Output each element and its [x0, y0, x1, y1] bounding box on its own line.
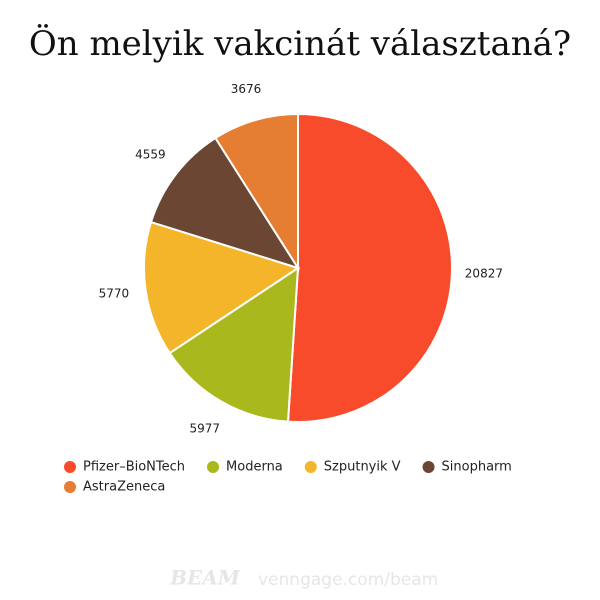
legend-label: Pfizer–BioNTech	[83, 460, 185, 475]
data-label: 5770	[99, 287, 130, 301]
legend-label: Sinopharm	[442, 460, 512, 475]
pie-slice	[168, 266, 300, 423]
legend-marker	[64, 461, 76, 473]
data-label: 4559	[135, 147, 166, 161]
legend-marker	[304, 461, 317, 473]
legend-marker	[64, 481, 76, 493]
chart-title: Ön melyik vakcinát választaná?	[29, 23, 571, 64]
data-label: 20827	[465, 267, 503, 281]
data-label: 3676	[231, 82, 262, 96]
pie-slice	[286, 112, 453, 423]
legend-marker	[422, 461, 435, 473]
footer-url: venngage.com/beam	[258, 570, 438, 590]
legend-label: Moderna	[226, 460, 283, 475]
legend-marker	[207, 461, 220, 473]
data-label: 5977	[189, 421, 220, 435]
pie-slice	[214, 112, 299, 272]
legend-label: AstraZeneca	[83, 480, 165, 495]
legend-label: Szputnyik V	[324, 460, 401, 475]
pie-slice	[149, 136, 301, 270]
pie-slice	[143, 220, 301, 355]
footer-brand: BEAM	[169, 566, 241, 590]
